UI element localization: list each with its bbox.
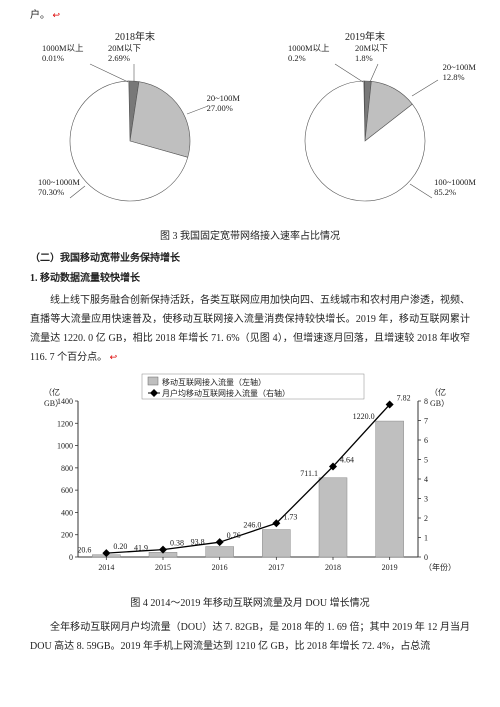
svg-text:2019: 2019: [382, 563, 398, 572]
pie-row: 2018年末 1000M以上0.01% 20M以下2.69% 20~100M27…: [30, 30, 470, 227]
svg-text:711.1: 711.1: [300, 469, 318, 478]
svg-text:月户均移动互联网接入流量（右轴）: 月户均移动互联网接入流量（右轴）: [162, 388, 290, 398]
svg-text:0: 0: [424, 553, 428, 562]
svg-text:5: 5: [424, 456, 428, 465]
svg-text:246.0: 246.0: [243, 521, 261, 530]
top-fragment-text: 户。: [30, 10, 50, 21]
paragraph-2: 全年移动互联网月户均流量（DOU）达 7. 82GB，是 2018 年的 1. …: [30, 618, 470, 656]
svg-text:0.38: 0.38: [170, 539, 184, 548]
pie-2019-label-1000plus: 1000M以上0.2%: [288, 44, 330, 64]
pie-2018-label-1000plus: 1000M以上0.01%: [42, 44, 84, 64]
svg-text:0.76: 0.76: [227, 531, 241, 540]
pie-2018-label-20-100: 20~100M27.00%: [207, 94, 240, 114]
paragraph-1: 线上线下服务融合创新保持活跃，各类互联网应用加快向四、五线城市和农村用户渗透，视…: [30, 291, 470, 367]
svg-text:200: 200: [61, 531, 73, 540]
svg-text:1.73: 1.73: [283, 512, 297, 521]
svg-text:0: 0: [69, 553, 73, 562]
svg-text:4.64: 4.64: [340, 456, 354, 465]
svg-text:8: 8: [424, 397, 428, 406]
end-mark-icon: ↩: [53, 10, 61, 20]
svg-text:600: 600: [61, 486, 73, 495]
figure4-svg: 移动互联网接入流量（左轴）月户均移动互联网接入流量（右轴）（亿GB）（亿GB）0…: [30, 373, 470, 588]
svg-text:3: 3: [424, 495, 428, 504]
figure4-caption: 图 4 2014～2019 年移动互联网流量及月 DOU 增长情况: [30, 596, 470, 612]
svg-text:7: 7: [424, 417, 428, 426]
pie-2018-label-100-1000: 100~1000M70.30%: [38, 178, 80, 198]
svg-text:2014: 2014: [98, 563, 114, 572]
section-2-title: （二）我国移动宽带业务保持增长: [30, 251, 470, 267]
paragraph-2-text: 全年移动互联网月户均流量（DOU）达 7. 82GB，是 2018 年的 1. …: [30, 622, 470, 652]
svg-text:2018: 2018: [325, 563, 341, 572]
section-2-sub1: 1. 移动数据流量较快增长: [30, 271, 470, 287]
svg-text:2017: 2017: [268, 563, 284, 572]
svg-text:移动互联网接入流量（左轴）: 移动互联网接入流量（左轴）: [162, 377, 266, 387]
svg-text:2016: 2016: [212, 563, 228, 572]
figure3-caption: 图 3 我国固定宽带网络接入速率占比情况: [30, 229, 470, 245]
pie-2019-label-20-100: 20~100M12.8%: [443, 63, 476, 83]
svg-text:800: 800: [61, 464, 73, 473]
svg-text:1220.0: 1220.0: [353, 412, 375, 421]
page: 户。 ↩ 2018年末 1000M以上0.01% 20M以下2.69% 20~1…: [0, 0, 500, 707]
svg-text:1400: 1400: [57, 397, 73, 406]
pie-2019: 2019年末 1000M以上0.2% 20M以下1.8% 20~100M12.8…: [260, 30, 470, 227]
paragraph-1-text: 线上线下服务融合创新保持活跃，各类互联网应用加快向四、五线城市和农村用户渗透，视…: [30, 295, 470, 363]
svg-text:4: 4: [424, 475, 428, 484]
svg-text:400: 400: [61, 508, 73, 517]
svg-text:（亿: （亿: [430, 387, 446, 397]
pie-2019-label-20below: 20M以下1.8%: [355, 44, 388, 64]
svg-text:1200: 1200: [57, 419, 73, 428]
pie-2018-label-20below: 20M以下2.69%: [108, 44, 141, 64]
svg-text:2: 2: [424, 514, 428, 523]
svg-text:（亿: （亿: [44, 387, 60, 397]
pie-2019-label-100-1000: 100~1000M85.2%: [434, 178, 476, 198]
svg-text:1: 1: [424, 534, 428, 543]
figure4: 移动互联网接入流量（左轴）月户均移动互联网接入流量（右轴）（亿GB）（亿GB）0…: [30, 373, 470, 594]
svg-text:2015: 2015: [155, 563, 171, 572]
pie-2018: 2018年末 1000M以上0.01% 20M以下2.69% 20~100M27…: [30, 30, 240, 227]
svg-text:20.6: 20.6: [77, 546, 91, 555]
svg-text:0.20: 0.20: [113, 542, 127, 551]
svg-text:GB）: GB）: [430, 399, 449, 408]
end-mark-icon: ↩: [110, 352, 118, 362]
svg-text:6: 6: [424, 436, 428, 445]
svg-text:7.82: 7.82: [397, 394, 411, 403]
top-fragment: 户。 ↩: [30, 8, 470, 24]
svg-text:1000: 1000: [57, 442, 73, 451]
svg-text:（年份）: （年份）: [424, 562, 456, 572]
